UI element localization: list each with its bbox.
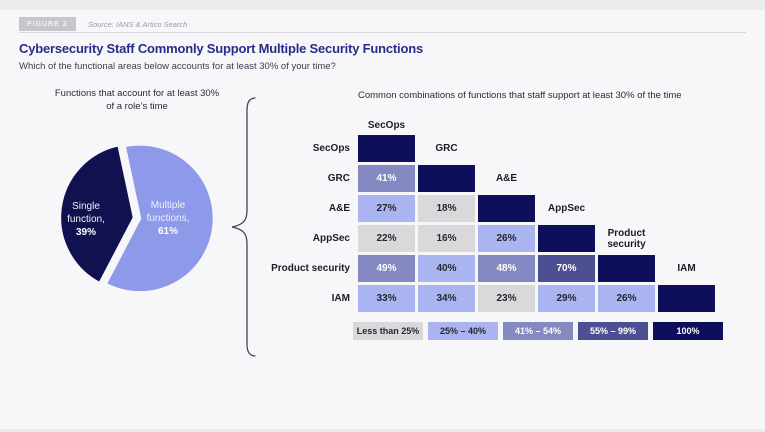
matrix-cell xyxy=(598,255,655,282)
matrix-col-header: IAM xyxy=(677,263,696,274)
matrix-col-header: AppSec xyxy=(547,203,586,214)
matrix-row-label: AppSec xyxy=(312,233,350,244)
matrix-cell xyxy=(418,165,475,192)
pie-label-single: Single function, 39% xyxy=(56,200,116,239)
pie-title-line2: of a role’s time xyxy=(106,100,168,112)
matrix-cell: 29% xyxy=(538,285,595,312)
matrix-cell: 27% xyxy=(358,195,415,222)
curly-brace-icon xyxy=(231,97,256,357)
pie-title-line1: Functions that account for at least 30% xyxy=(54,88,220,99)
header-divider xyxy=(19,32,746,33)
pie-chart xyxy=(61,143,213,294)
matrix-cell: 33% xyxy=(358,285,415,312)
pie-label-multiple-value: 61% xyxy=(157,226,178,237)
matrix-cell: 49% xyxy=(358,255,415,282)
matrix-cell xyxy=(658,285,715,312)
legend-item: 100% xyxy=(653,322,723,340)
pie-slice-multiple xyxy=(104,143,213,294)
matrix-cell xyxy=(478,195,535,222)
matrix-col-header: SecOps xyxy=(367,119,406,131)
legend-item: 55% – 99% xyxy=(578,322,648,340)
matrix-cell: 48% xyxy=(478,255,535,282)
page-subtitle: Which of the functional areas below acco… xyxy=(19,61,336,72)
legend-item: 41% – 54% xyxy=(503,322,573,340)
pie-label-multiple-name: Multiple functions, xyxy=(146,200,190,224)
figure-number-badge: FIGURE 2 xyxy=(19,17,76,31)
matrix-row-label: A&E xyxy=(328,203,350,214)
matrix-cell xyxy=(538,225,595,252)
page-title: Cybersecurity Staff Commonly Support Mul… xyxy=(19,41,423,56)
matrix-cell: 70% xyxy=(538,255,595,282)
matrix-cell: 16% xyxy=(418,225,475,252)
top-edge-strip xyxy=(0,0,765,10)
bottom-edge-strip xyxy=(0,429,765,432)
matrix-row-label: SecOps xyxy=(312,143,350,154)
matrix-row-label: GRC xyxy=(327,173,350,184)
matrix-cell xyxy=(358,135,415,162)
legend-item: 25% – 40% xyxy=(428,322,498,340)
matrix-cell: 26% xyxy=(478,225,535,252)
pie-label-multiple: Multiple functions, 61% xyxy=(133,199,203,238)
matrix-col-header: Product security xyxy=(607,227,646,250)
matrix-col-header: GRC xyxy=(435,143,458,154)
legend-item: Less than 25% xyxy=(353,322,423,340)
matrix-cell: 34% xyxy=(418,285,475,312)
matrix-cell: 40% xyxy=(418,255,475,282)
matrix-cell: 23% xyxy=(478,285,535,312)
matrix-cell: 18% xyxy=(418,195,475,222)
source-text: Source: IANS & Artico Search xyxy=(88,20,188,29)
matrix-title: Common combinations of functions that st… xyxy=(358,90,682,101)
matrix-cell: 41% xyxy=(358,165,415,192)
matrix-cell: 26% xyxy=(598,285,655,312)
matrix-row-label: Product security xyxy=(271,263,350,274)
pie-label-single-name: Single function, xyxy=(67,201,105,225)
pie-label-single-value: 39% xyxy=(75,227,96,238)
pie-slice-single xyxy=(61,143,136,285)
matrix-cell: 22% xyxy=(358,225,415,252)
matrix-row-label: IAM xyxy=(331,293,350,304)
matrix-col-header: A&E xyxy=(495,173,518,184)
pie-panel-title: Functions that account for at least 30% … xyxy=(30,88,244,113)
